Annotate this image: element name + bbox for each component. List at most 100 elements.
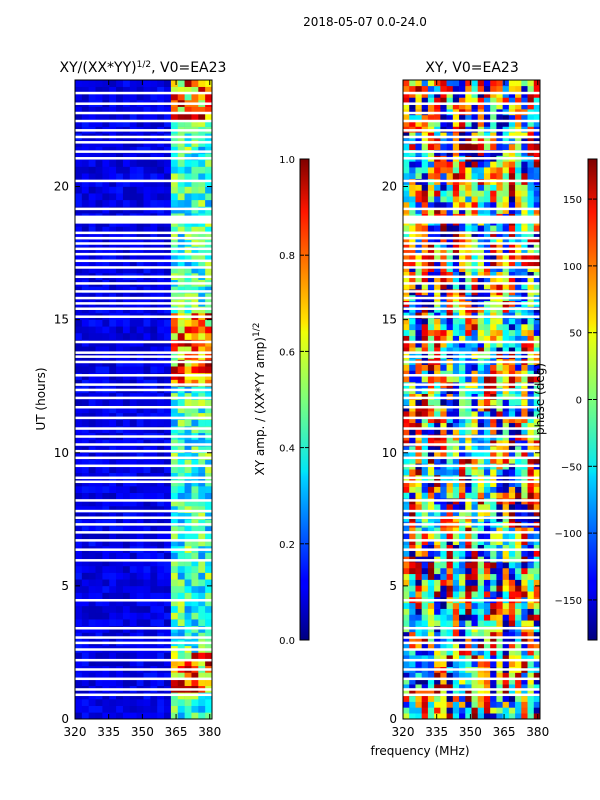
heatmap1-cell [184,466,192,474]
heatmap2-cell [490,533,497,540]
heatmap1-cell [177,166,185,174]
heatmap1-cell [136,472,144,480]
heatmap2-cell [508,573,516,580]
heatmap2-cell [471,492,479,499]
heatmap2-cell [521,260,528,267]
heatmap2-cell [527,318,535,325]
heatmap1-cell [102,193,110,201]
heatmap2-cell [515,440,522,447]
heatmap1-cell [170,532,179,540]
heatmap1-cell [191,672,199,680]
heatmap2-cell [483,132,491,139]
heatmap1-cell [116,572,124,580]
heatmap1-cell [88,632,96,640]
heatmap2-cell [533,602,540,609]
heatmap1-cell [177,705,185,713]
heatmap2-cell [409,480,416,487]
heatmap2-cell [459,114,466,121]
heatmap2-cell [471,649,479,656]
heatmap2-cell [515,265,522,272]
heatmap2-cell [403,265,410,272]
heatmap2-cell [446,190,454,197]
heatmap1-gap [75,648,212,651]
heatmap1-cell [150,499,158,507]
heatmap2-cell [521,335,528,342]
heatmap2-cell [527,579,535,586]
heatmap1-cell [75,486,83,493]
heatmap1-cell [184,572,192,580]
heatmap1-cell [205,672,212,680]
heatmap2-cell [446,660,454,668]
heatmap1-cell [109,226,117,234]
heatmap1-cell [150,286,158,294]
heatmap2-cell [521,277,528,284]
heatmap1-cell [75,226,83,234]
heatmap2-gap [403,218,540,223]
heatmap1-cell [88,579,96,587]
heatmap1-cell [95,585,103,593]
heatmap2-cell [409,260,416,267]
heatmap2-cell [446,277,454,284]
heatmap1-cell [122,472,131,480]
heatmap1-cell [75,459,83,467]
heatmap2-cell [465,678,472,685]
heatmap2-cell [515,323,522,331]
heatmap2-cell [471,591,479,598]
heatmap2-cell [415,318,422,325]
heatmap2-cell [459,655,466,662]
heatmap2-cell [409,201,416,209]
heatmap2-cell [452,277,460,284]
heatmap2-cell [459,550,466,557]
heatmap1-cell [95,286,103,294]
heatmap1-cell [122,679,131,687]
heatmap1-cell [102,186,110,194]
heatmap1-cell [164,173,172,181]
heatmap2-cell [403,114,410,121]
heatmap1-cell [157,612,165,620]
heatmap2-cell [403,271,410,278]
heatmap2-cell [421,544,429,551]
heatmap1-cell [75,166,83,174]
heatmap2-cell [415,620,422,627]
heatmap2-cell [427,701,435,708]
panel1-xtick-label: 335 [97,725,120,739]
heatmap1-cell [157,80,165,87]
heatmap1-cell [122,672,131,680]
heatmap1-cell [88,186,96,194]
heatmap1-cell [95,446,103,454]
heatmap2-cell [490,620,497,627]
heatmap1-cell [136,699,144,706]
heatmap2-cell [421,591,429,598]
heatmap1-cell [143,532,151,540]
heatmap2-cell [452,347,460,354]
heatmap2-cell [434,649,441,656]
heatmap2-cell [427,567,435,575]
heatmap1-cell [150,439,158,447]
heatmap1-cell [205,452,212,460]
heatmap1-cell [88,619,96,627]
heatmap2-cell [471,695,479,702]
heatmap1-cell [170,506,179,513]
heatmap1-cell [150,705,158,713]
heatmap2-cell [521,655,528,662]
heatmap2-cell [440,678,447,685]
heatmap2-cell [446,225,454,232]
heatmap1-cell [116,492,124,500]
heatmap2-gap [403,340,540,344]
heatmap2-cell [459,265,466,272]
heatmap1-cell [205,599,212,607]
heatmap2-cell [427,207,435,214]
heatmap1-cell [170,286,179,294]
heatmap2-cell [452,283,460,290]
heatmap1-cell [170,519,179,527]
heatmap2-cell [434,701,441,708]
heatmap1-cell [164,539,172,547]
heatmap2-cell [403,399,410,406]
heatmap2-cell [502,201,510,209]
heatmap2-cell [477,428,485,435]
heatmap1-cell [184,472,192,480]
heatmap1-cell [129,552,137,560]
heatmap1-cell [184,486,192,493]
heatmap1-cell [95,193,103,201]
heatmap2-cell [502,509,510,516]
